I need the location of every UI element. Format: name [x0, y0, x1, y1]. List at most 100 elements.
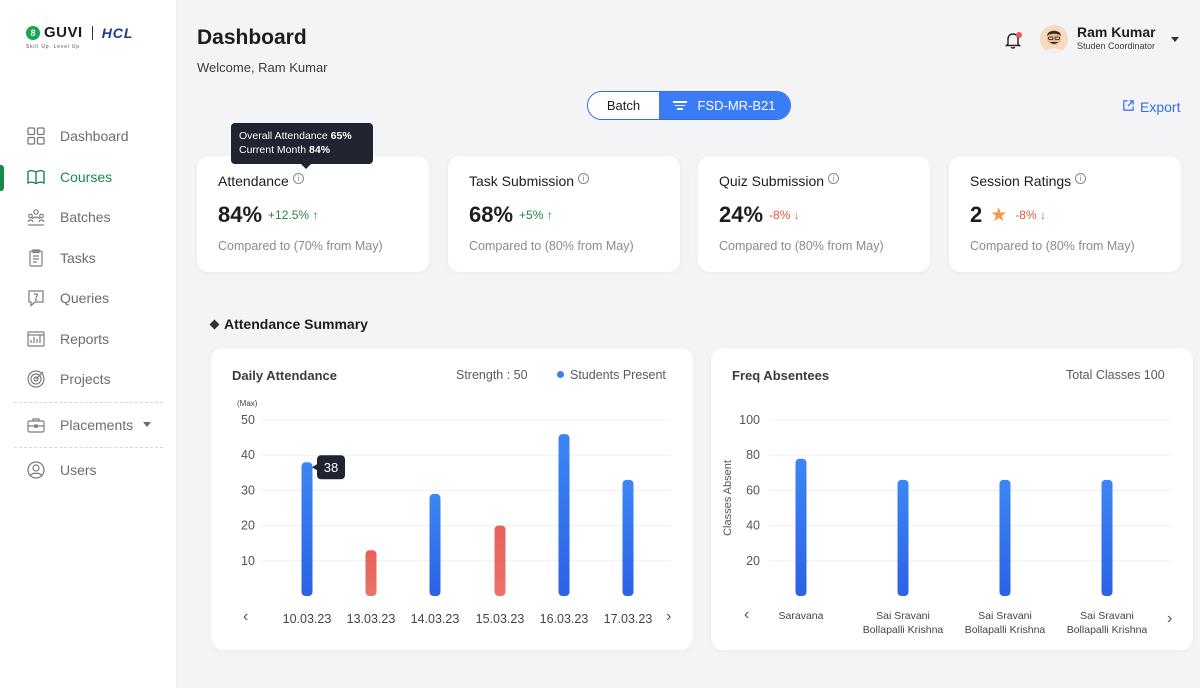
tooltip-line-overall: Overall Attendance 65%	[239, 130, 352, 142]
tooltip-line-current: Current Month 84%	[239, 144, 331, 156]
sidebar-item-label: Batches	[60, 209, 111, 226]
sidebar-item-courses[interactable]: Courses	[0, 157, 177, 198]
bar[interactable]	[494, 525, 506, 596]
bar[interactable]	[795, 458, 807, 596]
y-tick-label: 40	[241, 448, 255, 462]
bar[interactable]	[897, 479, 909, 596]
user-role: Studen Coordinator	[1077, 41, 1156, 51]
chevron-down-icon[interactable]	[143, 421, 151, 427]
stat-value: 2	[970, 202, 983, 227]
sidebar-item-batches[interactable]: Batches	[0, 197, 177, 238]
x-tick-label: 10.03.23	[283, 612, 332, 626]
sidebar-item-users[interactable]: Users	[0, 450, 177, 491]
bar[interactable]	[999, 479, 1011, 596]
y-tick-label: 40	[746, 519, 760, 533]
arrow-up-icon: ↑	[312, 208, 319, 222]
sidebar-item-tasks[interactable]: Tasks	[0, 238, 177, 279]
batch-selector: Batch FSD-MR-B21	[587, 91, 791, 120]
sidebar-item-queries[interactable]: Queries	[0, 278, 177, 319]
x-tick-label: Sai Sravani	[876, 610, 930, 622]
report-chart-icon	[26, 329, 46, 349]
briefcase-icon	[26, 415, 46, 435]
chevron-right-icon[interactable]: ›	[1167, 610, 1173, 627]
sidebar: 8 GUVI HCL Skill Up. Level Up Dashboard …	[0, 0, 177, 688]
dashboard-grid-icon	[26, 126, 46, 146]
stat-compare: Compared to (70% from May)	[218, 239, 383, 253]
bar[interactable]	[429, 493, 441, 596]
y-tick-label: 20	[746, 554, 760, 568]
batch-filter-button[interactable]: FSD-MR-B21	[659, 92, 790, 119]
stat-title: Task Submission	[469, 173, 575, 189]
sidebar-item-reports[interactable]: Reports	[0, 319, 177, 360]
attendance-tooltip: Overall Attendance 65% Current Month 84%	[231, 123, 373, 169]
x-tick-label: 14.03.23	[411, 612, 460, 626]
bar[interactable]	[622, 479, 634, 596]
notification-dot	[1016, 32, 1022, 38]
legend-dot	[557, 371, 564, 378]
sidebar-item-dashboard[interactable]: Dashboard	[0, 116, 177, 157]
bar-value-tooltip	[317, 455, 345, 480]
x-tick-label: 17.03.23	[604, 612, 653, 626]
chevron-right-icon[interactable]: ›	[666, 608, 672, 625]
logo-divider	[91, 25, 93, 40]
x-tick-label: Bollapalli Krishna	[863, 624, 944, 636]
export-icon	[1122, 99, 1135, 115]
chart-title: Daily Attendance	[232, 368, 337, 383]
stat-value: 24%	[719, 202, 764, 227]
info-icon[interactable]: i	[828, 172, 840, 184]
sidebar-item-label: Reports	[60, 330, 110, 347]
export-button[interactable]: Export	[1122, 99, 1180, 115]
batch-value: FSD-MR-B21	[697, 98, 776, 113]
legend-label: Students Present	[570, 368, 666, 382]
stat-change: +5% ↑	[519, 208, 553, 222]
bar[interactable]	[558, 434, 570, 596]
chevron-left-icon[interactable]: ‹	[243, 608, 249, 625]
guvi-wordmark: GUVI	[44, 24, 83, 41]
bar[interactable]	[365, 550, 377, 596]
sidebar-item-label: Users	[60, 462, 97, 479]
strength-label: Strength : 50	[456, 368, 528, 382]
x-tick-label: Bollapalli Krishna	[1067, 624, 1148, 636]
brand-logo[interactable]: 8 GUVI HCL Skill Up. Level Up	[26, 24, 133, 50]
stat-value: 68%	[469, 202, 514, 227]
nav-divider	[14, 401, 163, 403]
notification-bell-icon[interactable]	[1003, 30, 1023, 50]
x-tick-label: Bollapalli Krishna	[965, 624, 1046, 636]
stat-change: +12.5% ↑	[268, 208, 319, 222]
y-axis-label: Classes Absent	[722, 460, 734, 536]
y-tick-label: 60	[746, 483, 760, 497]
bar[interactable]	[1101, 479, 1113, 596]
stat-card-quiz-submission[interactable]: Quiz Submission i 24% -8% ↓ Compared to (…	[698, 156, 930, 272]
group-icon	[26, 207, 46, 227]
info-icon[interactable]: i	[1075, 172, 1087, 184]
checklist-icon	[26, 248, 46, 268]
filter-icon	[673, 99, 688, 112]
sidebar-item-label: Queries	[60, 290, 110, 307]
sidebar-item-projects[interactable]: Projects	[0, 359, 177, 400]
batch-label-button[interactable]: Batch	[588, 92, 659, 119]
avatar[interactable]	[1040, 25, 1068, 53]
stat-value: 84%	[218, 202, 263, 227]
user-circle-icon	[26, 460, 46, 480]
chart-title: Freq Absentees	[732, 368, 830, 383]
sidebar-item-label: Placements	[60, 416, 134, 433]
bar[interactable]	[301, 462, 313, 596]
welcome-message: Welcome, Ram Kumar	[197, 60, 328, 75]
y-tick-label: 50	[241, 413, 255, 427]
stat-compare: Compared to (80% from May)	[719, 239, 884, 253]
x-tick-label: 16.03.23	[540, 612, 589, 626]
stat-card-session-ratings[interactable]: Session Ratings i 2 ★ -8% ↓ Compared to (…	[949, 156, 1181, 272]
hcl-wordmark: HCL	[101, 24, 134, 41]
daily-attendance-chart: (Max) 10 20 30 40 50 10.03.23 13.03.23 14.03.23…	[237, 399, 671, 626]
stat-compare: Compared to (80% from May)	[970, 239, 1135, 253]
info-icon[interactable]: i	[578, 172, 590, 184]
stat-card-task-submission[interactable]: Task Submission i 68% +5% ↑ Compared to (…	[448, 156, 680, 272]
info-icon[interactable]: i	[292, 172, 304, 184]
sidebar-item-placements[interactable]: Placements	[0, 405, 177, 446]
stat-card-attendance[interactable]: Attendance i 84% +12.5% ↑ Compared to (70…	[197, 156, 429, 272]
chevron-down-icon[interactable]	[1171, 37, 1179, 42]
book-icon	[26, 167, 46, 187]
daily-attendance-card: Daily Attendance Strength : 50 Students …	[211, 348, 693, 650]
nav-divider	[14, 447, 163, 448]
chevron-left-icon[interactable]: ‹	[744, 606, 750, 623]
